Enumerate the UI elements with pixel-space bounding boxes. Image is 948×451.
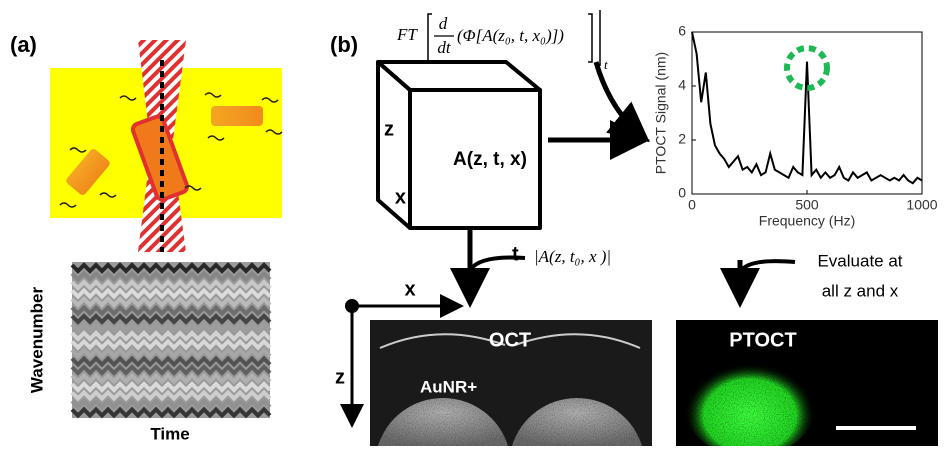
y-axis-label: Wavenumber — [27, 287, 46, 394]
panel-label: (b) — [330, 32, 358, 57]
y-axis-label: PTOCT Signal (nm) — [653, 52, 669, 174]
callout-line — [470, 258, 795, 273]
image-axis: x — [404, 278, 415, 300]
image-label: AuNR+ — [420, 377, 477, 396]
equation-text: (Φ[A(z₀, t, x₀)]) — [457, 26, 564, 45]
equation-text: d — [439, 14, 448, 33]
equation-text: FT — [396, 25, 418, 44]
panel-label: (a) — [10, 32, 37, 57]
y-tick-label: 2 — [678, 131, 686, 147]
plot-area — [692, 32, 922, 194]
equation-text: t — [604, 57, 608, 72]
cube-label: A(z, t, x) — [453, 149, 527, 170]
equation-text: dt — [437, 38, 452, 57]
image-title: OCT — [489, 329, 531, 351]
magnitude-label: |A(z, t₀, x )| — [534, 247, 611, 266]
x-axis-label: Frequency (Hz) — [759, 213, 855, 229]
note: all z and x — [822, 281, 899, 300]
note: Evaluate at — [817, 251, 902, 270]
cube-axis: t — [512, 243, 519, 265]
x-axis-label: Time — [150, 424, 189, 443]
image-axis: z — [335, 366, 345, 388]
x-tick-label: 500 — [795, 197, 819, 213]
y-tick-label: 6 — [678, 23, 686, 39]
x-tick-label: 1000 — [906, 197, 937, 213]
image-title: PTOCT — [729, 329, 796, 351]
cube-axis: z — [384, 118, 394, 140]
origin-dot — [345, 299, 359, 313]
y-tick-label: 4 — [678, 77, 686, 93]
spectrum-chart: 0 2 4 6 0 500 1000 Frequency (Hz) PTOCT Signal (… — [653, 23, 938, 229]
cube-axis: x — [395, 186, 406, 208]
x-tick-label: 0 — [688, 197, 696, 213]
figure: (a) Wavenumber Time (b) FT d dt (Φ[A(z₀,… — [0, 0, 948, 446]
y-tick-label: 0 — [678, 185, 686, 201]
